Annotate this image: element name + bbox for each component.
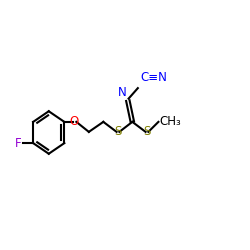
Text: S: S <box>114 126 122 138</box>
Text: C≡N: C≡N <box>140 72 167 85</box>
Text: CH₃: CH₃ <box>160 116 182 128</box>
Text: F: F <box>15 136 22 149</box>
Text: S: S <box>143 126 150 138</box>
Text: O: O <box>70 116 79 128</box>
Text: N: N <box>118 86 126 100</box>
